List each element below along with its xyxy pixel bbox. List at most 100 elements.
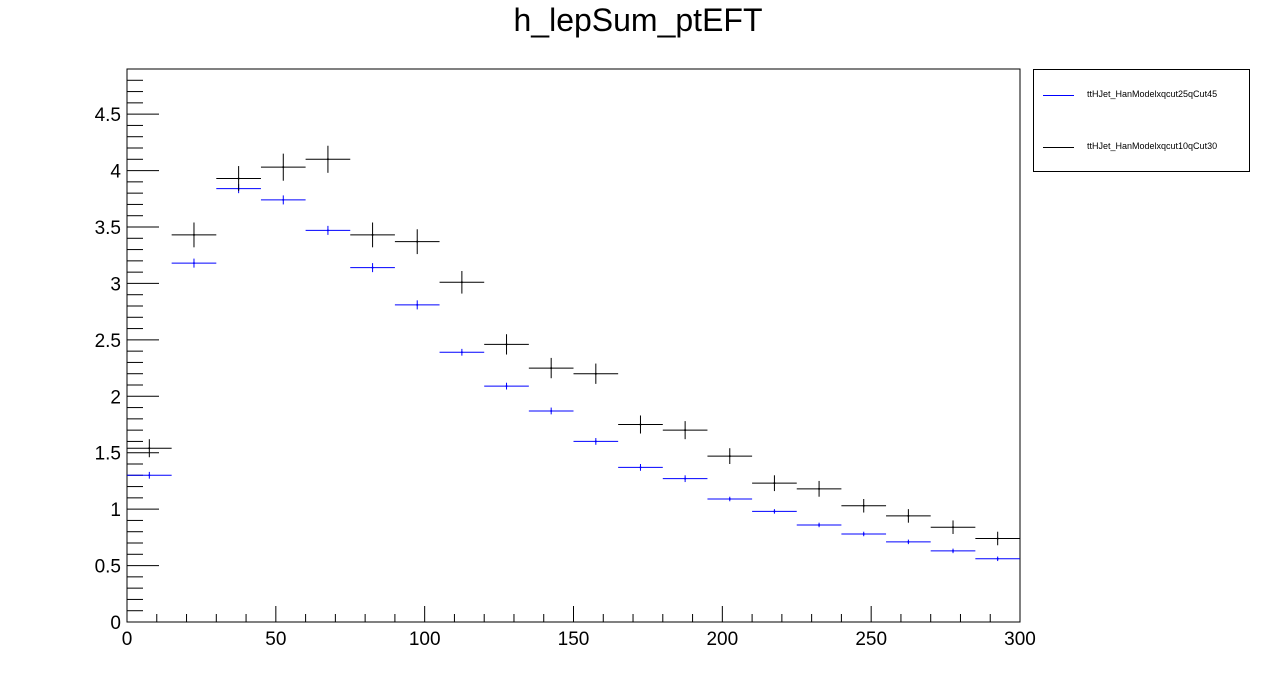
- marker: [505, 343, 508, 346]
- marker: [192, 233, 195, 236]
- data-point: [260, 195, 306, 205]
- y-tick-label: 3: [110, 274, 121, 295]
- marker: [371, 233, 374, 236]
- legend-swatch-1: [1043, 147, 1074, 148]
- marker: [326, 229, 329, 232]
- data-point: [127, 471, 172, 479]
- marker: [952, 526, 955, 529]
- marker: [371, 266, 374, 269]
- y-tick-label: 3.5: [95, 218, 121, 239]
- marker: [907, 540, 910, 543]
- marker: [460, 351, 463, 354]
- data-point: [573, 363, 619, 384]
- y-tick-label: 1.5: [95, 444, 121, 465]
- marker: [639, 423, 642, 426]
- marker: [996, 537, 999, 540]
- legend-label-0: ttHJet_HanModelxqcut25qCut45: [1087, 89, 1218, 99]
- marker: [728, 455, 731, 458]
- data-point: [975, 531, 1020, 546]
- marker: [818, 487, 821, 490]
- y-tick-label: 4.5: [95, 105, 121, 126]
- data-point: [662, 475, 708, 483]
- marker: [996, 557, 999, 560]
- marker: [148, 474, 151, 477]
- data-point: [930, 548, 976, 554]
- data-point: [841, 531, 887, 537]
- data-point: [528, 407, 574, 415]
- data-point: [171, 222, 217, 248]
- data-point: [662, 421, 708, 440]
- marker: [952, 549, 955, 552]
- data-point: [841, 498, 887, 513]
- data-point: [305, 225, 351, 235]
- series-0: [127, 184, 1020, 562]
- y-tick-label: 1: [110, 500, 121, 521]
- data-point: [216, 166, 261, 191]
- data-point: [707, 448, 753, 464]
- x-tick-label: 0: [122, 629, 133, 650]
- marker: [416, 240, 419, 243]
- data-point: [484, 382, 529, 390]
- legend-label-1: ttHJet_HanModelxqcut10qCut30: [1087, 141, 1218, 151]
- plot-frame: [126, 68, 1021, 623]
- data-point: [752, 475, 797, 492]
- data-point: [886, 539, 931, 545]
- marker: [550, 367, 553, 370]
- series-1: [127, 145, 1020, 546]
- y-tick-label: 0: [110, 613, 121, 634]
- data-point: [796, 522, 842, 528]
- marker: [237, 177, 240, 180]
- data-point: [260, 153, 306, 181]
- marker: [862, 504, 865, 507]
- marker: [818, 523, 821, 526]
- data-point: [394, 300, 440, 310]
- data-point: [394, 229, 440, 255]
- y-tick-label: 2: [110, 387, 121, 408]
- marker: [728, 497, 731, 500]
- data-point: [350, 263, 395, 273]
- marker: [282, 198, 285, 201]
- marker: [594, 372, 597, 375]
- data-point: [618, 464, 663, 471]
- data-point: [439, 348, 485, 356]
- legend-entry-0: ttHJet_HanModelxqcut25qCut45: [1034, 86, 1249, 106]
- data-point: [305, 145, 351, 173]
- marker: [550, 409, 553, 412]
- x-tick-label: 50: [265, 629, 286, 650]
- x-tick-label: 150: [558, 629, 590, 650]
- data-point: [528, 357, 574, 379]
- data-point: [930, 520, 976, 534]
- chart-title: h_lepSum_ptEFT: [513, 2, 763, 38]
- marker: [773, 482, 776, 485]
- y-tick-label: 4: [110, 162, 121, 183]
- data-point: [350, 222, 395, 248]
- marker: [192, 262, 195, 265]
- data-point: [752, 509, 797, 514]
- marker: [505, 385, 508, 388]
- data-point: [886, 509, 931, 523]
- data-point: [127, 439, 172, 458]
- x-tick-label: 200: [706, 629, 738, 650]
- data-point: [707, 496, 753, 502]
- data-point: [171, 258, 217, 268]
- data-point: [618, 415, 663, 434]
- marker: [773, 510, 776, 513]
- data-point: [975, 556, 1020, 562]
- marker: [862, 532, 865, 535]
- legend-swatch-0: [1043, 95, 1074, 96]
- legend: ttHJet_HanModelxqcut25qCut45 ttHJet_HanM…: [1033, 69, 1250, 172]
- data-point: [439, 271, 485, 294]
- data-point: [573, 438, 619, 445]
- marker: [148, 447, 151, 450]
- data-point: [796, 480, 842, 497]
- marker: [684, 477, 687, 480]
- y-tick-label: 0.5: [95, 557, 121, 578]
- marker: [684, 429, 687, 432]
- x-tick-label: 100: [409, 629, 441, 650]
- axes: 0 50 100 150 200 250 300 0 0.5 1 1.5 2 2.5 3 3.5 4 4.5: [95, 68, 1036, 650]
- data-point: [484, 334, 529, 355]
- x-tick-label: 300: [1004, 629, 1036, 650]
- marker: [907, 514, 910, 517]
- marker: [639, 466, 642, 469]
